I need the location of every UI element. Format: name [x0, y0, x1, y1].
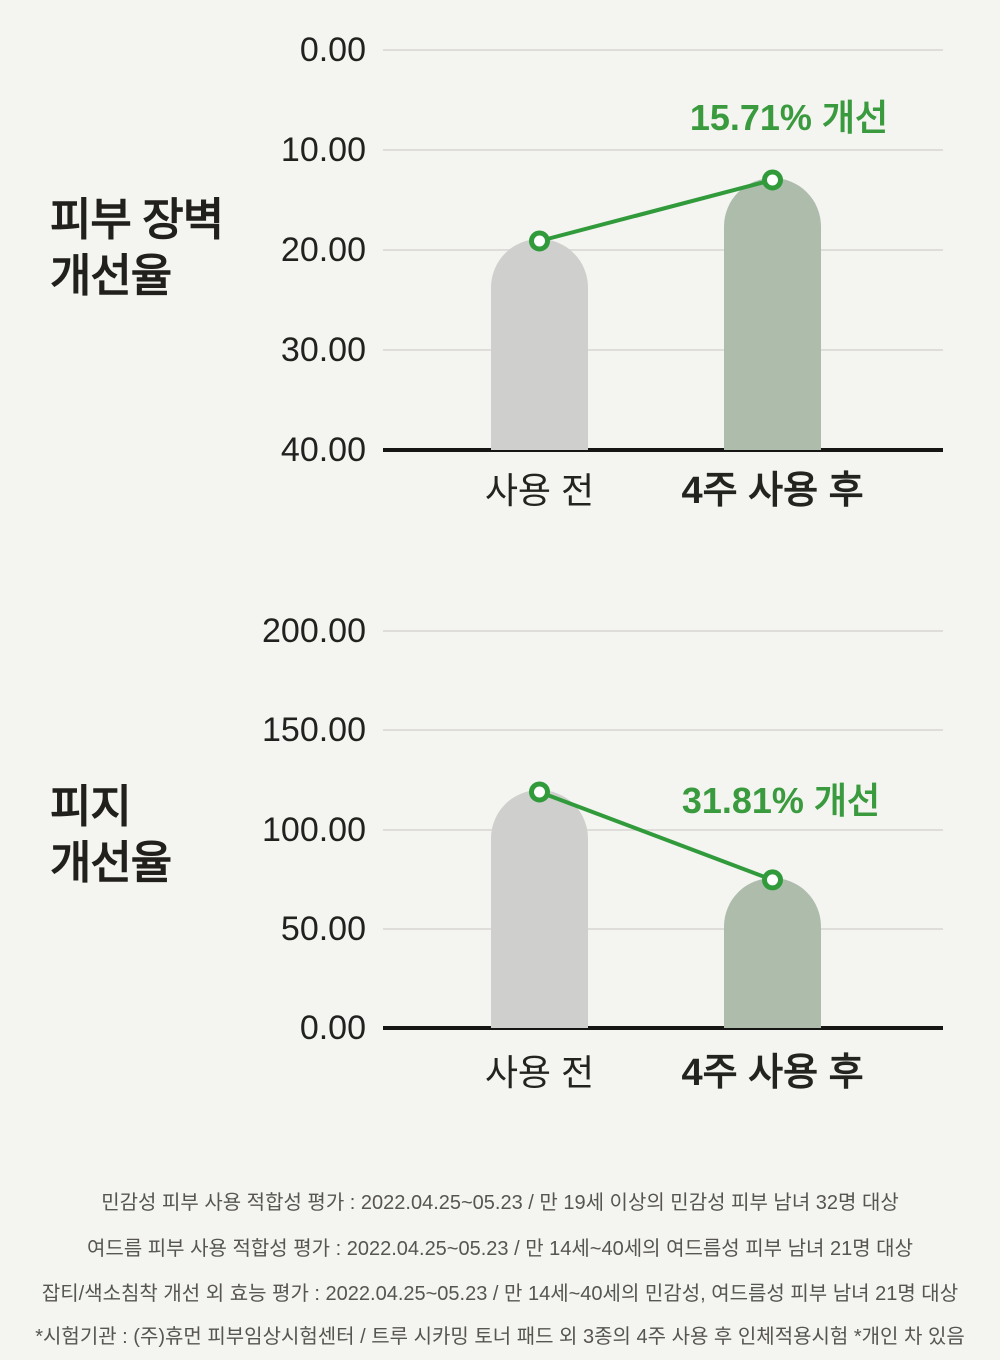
footnote-line-4: *시험기관 : (주)휴먼 피부임상시험센터 / 트루 시카밍 토너 패드 외 …	[35, 1326, 965, 1348]
improvement-annotation: 31.81% 개선	[681, 780, 881, 821]
category-label-before: 사용 전	[484, 1052, 595, 1093]
gridline	[383, 349, 943, 351]
category-label-after: 4주 사용 후	[681, 470, 864, 512]
chart1-title-line2: 개선율	[50, 250, 172, 301]
footnote-line-1: 민감성 피부 사용 적합성 평가 : 2022.04.25~05.23 / 만 …	[101, 1192, 899, 1214]
chart2-title-line1: 피지	[50, 781, 132, 832]
y-tick-label: 0.00	[299, 1009, 366, 1047]
gridline	[383, 630, 943, 632]
x-axis-line	[383, 448, 943, 452]
gridline	[383, 729, 943, 731]
gridline	[383, 149, 943, 151]
gridline	[383, 49, 943, 51]
gridline	[383, 249, 943, 251]
footnote-line-2: 여드름 피부 사용 적합성 평가 : 2022.04.25~05.23 / 만 …	[87, 1238, 913, 1260]
improvement-annotation: 15.71% 개선	[689, 97, 889, 138]
gridline	[383, 928, 943, 930]
category-label-after: 4주 사용 후	[681, 1052, 864, 1094]
bar-after	[724, 878, 821, 1028]
y-tick-label: 200.00	[262, 612, 366, 650]
y-tick-label: 20.00	[280, 231, 366, 269]
bar-after	[724, 178, 821, 450]
x-axis-line	[383, 1026, 943, 1030]
y-tick-label: 150.00	[262, 711, 366, 749]
y-tick-label: 40.00	[280, 431, 366, 469]
category-label-before: 사용 전	[484, 470, 595, 511]
footnote-line-3: 잡티/색소침착 개선 외 효능 평가 : 2022.04.25~05.23 / …	[41, 1283, 959, 1305]
chart2-title: 피지 개선율	[50, 779, 172, 891]
gridline	[383, 829, 943, 831]
y-tick-label: 10.00	[280, 131, 366, 169]
chart1-title: 피부 장벽 개선율	[50, 192, 224, 304]
y-tick-label: 30.00	[280, 331, 366, 369]
bar-before	[491, 239, 588, 450]
bar-before	[491, 790, 588, 1028]
y-tick-label: 100.00	[262, 811, 366, 849]
y-tick-label: 50.00	[280, 910, 366, 948]
chart2-title-line2: 개선율	[50, 837, 172, 888]
chart1-title-line1: 피부 장벽	[50, 194, 224, 245]
y-tick-label: 0.00	[299, 31, 366, 69]
